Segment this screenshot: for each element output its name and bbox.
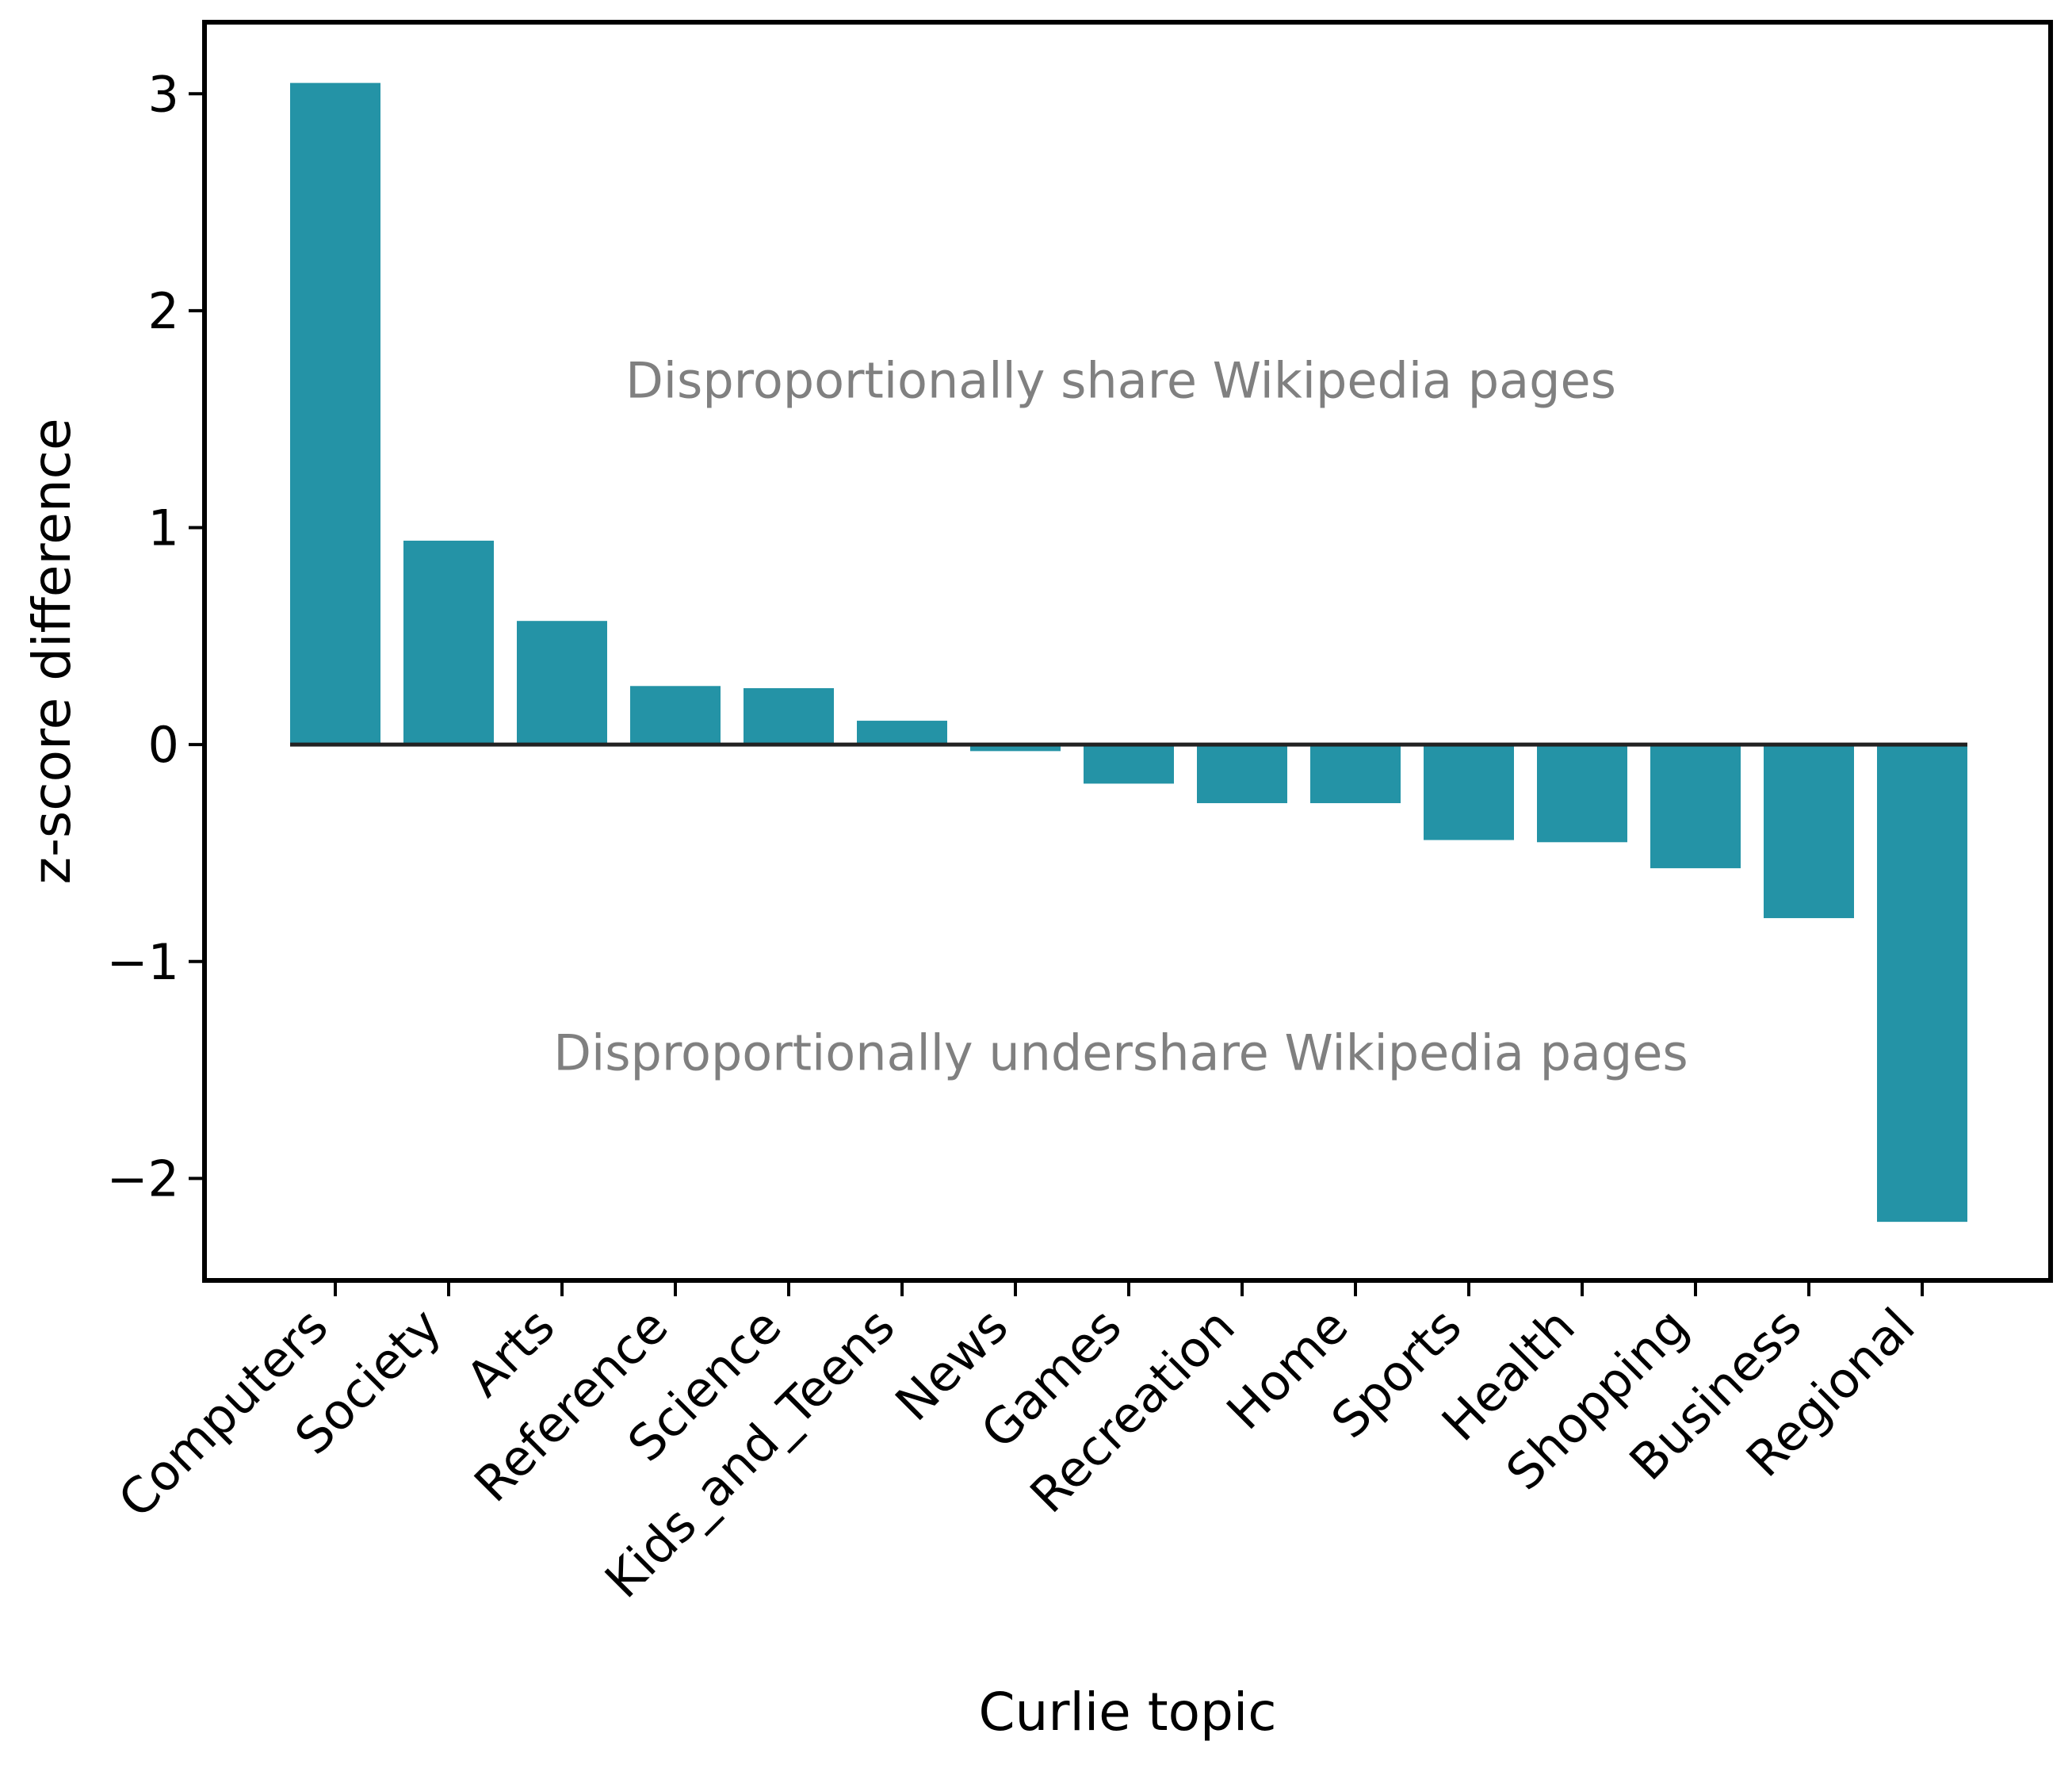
y-axis-label: z-score difference bbox=[21, 418, 82, 884]
bars-group bbox=[290, 82, 1967, 1223]
bar-sports bbox=[1424, 744, 1514, 840]
bar-news bbox=[970, 744, 1061, 752]
y-tick-label: 2 bbox=[148, 282, 179, 340]
y-tick-label: −1 bbox=[107, 933, 179, 991]
bar-reference bbox=[630, 686, 721, 745]
annotation-share: Disproportionally share Wikipedia pages bbox=[625, 351, 1616, 409]
bar-health bbox=[1537, 744, 1627, 843]
bar-science bbox=[744, 688, 834, 745]
y-axis: −2 −1 0 1 2 3 bbox=[107, 65, 205, 1207]
annotation-undershare: Disproportionally undershare Wikipedia p… bbox=[553, 1024, 1688, 1082]
bar-home bbox=[1310, 744, 1401, 804]
bar-computers bbox=[290, 82, 380, 745]
y-tick-label: −2 bbox=[107, 1150, 179, 1207]
bar-shopping bbox=[1650, 744, 1741, 869]
bar-business bbox=[1764, 744, 1854, 919]
annotations-group: Disproportionally share Wikipedia pages D… bbox=[553, 351, 1688, 1081]
bar-kids-and-teens bbox=[857, 721, 947, 745]
y-tick-label: 0 bbox=[148, 716, 179, 774]
bar-games bbox=[1084, 744, 1174, 784]
y-tick-label: 1 bbox=[148, 499, 179, 557]
bar-regional bbox=[1877, 744, 1967, 1223]
bar-arts bbox=[517, 621, 607, 745]
y-tick-label: 3 bbox=[148, 65, 179, 123]
bar-society bbox=[403, 540, 494, 745]
x-axis-label: Curlie topic bbox=[978, 1682, 1276, 1743]
bar-recreation bbox=[1197, 744, 1287, 804]
